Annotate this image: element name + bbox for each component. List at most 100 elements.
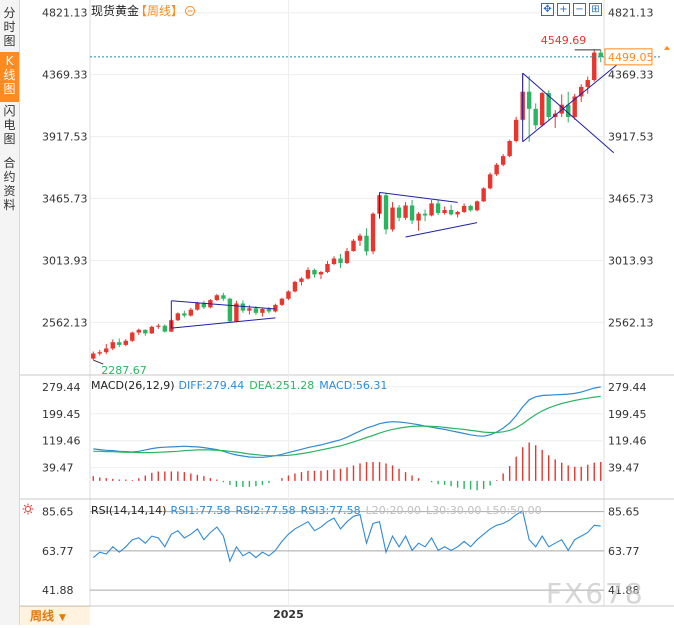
macd-readout-2: MACD:56.31 (319, 379, 387, 392)
candle-body-22 (234, 303, 239, 322)
last-price-tag (604, 48, 653, 66)
candle-body-65 (513, 119, 519, 142)
sun-icon-ray-3 (23, 511, 26, 514)
candlestick-layer (90, 49, 660, 360)
rsi-readout-1: RSI2:77.58 (236, 504, 296, 517)
candle-body-61 (487, 174, 493, 189)
candle-body-27 (266, 308, 272, 312)
candle-body-11 (162, 325, 168, 332)
k-tick-right-0: 4821.13 (608, 7, 654, 20)
candle-body-28 (273, 304, 278, 312)
k-tick-right-3: 3465.73 (608, 193, 654, 206)
candle-body-0 (91, 353, 96, 359)
macd-tick-right-0: 279.44 (608, 381, 647, 394)
candle-body-23 (240, 303, 246, 311)
candle-body-52 (429, 203, 434, 216)
candle-body-30 (286, 291, 291, 299)
candle-body-36 (325, 264, 330, 272)
triangle-down-icon: ▼ (59, 613, 66, 623)
candle-body-21 (227, 298, 233, 322)
k-tick-right-1: 4369.33 (608, 69, 654, 82)
candle-body-48 (403, 205, 408, 218)
k-tick-right-4: 3013.93 (608, 254, 654, 267)
k-tick-left-5: 2562.13 (42, 316, 88, 329)
macd-tick-right-2: 119.46 (608, 435, 647, 448)
candle-body-20 (221, 295, 226, 299)
instrument-title: 现货黄金 (91, 3, 139, 18)
pattern-line-2-0 (522, 72, 615, 154)
k-tick-left-4: 3013.93 (42, 254, 88, 267)
candle-body-16 (195, 302, 200, 310)
sun-icon (25, 506, 31, 512)
candle-body-77 (592, 52, 597, 81)
rsi-readout-2: RSI3:77.58 (301, 504, 361, 517)
candle-body-19 (214, 295, 220, 301)
circle-minus-icon (185, 6, 195, 16)
last-price-label: 4499.05 (608, 51, 654, 64)
macd-line-dea (93, 395, 601, 457)
sidebar-tab-3[interactable]: 闪电图 (3, 104, 16, 146)
candle-body-70 (546, 93, 551, 118)
rsi-tick-right-1: 63.77 (608, 545, 640, 558)
candle-body-56 (455, 211, 460, 215)
pattern-line-0-1 (171, 317, 276, 329)
candle-body-2 (104, 348, 109, 353)
candle-body-69 (539, 93, 545, 126)
candle-body-15 (188, 309, 194, 316)
sidebar-tab-2[interactable]: K线图 (0, 52, 19, 102)
fullscreen-icon[interactable]: ⊞ (589, 3, 602, 16)
candle-body-10 (156, 325, 161, 327)
sidebar-tab-4[interactable]: 合约资料 (3, 156, 16, 212)
candle-body-40 (351, 240, 356, 252)
macd-tick-left-1: 199.45 (42, 408, 81, 421)
macd-tick-left-2: 119.46 (42, 435, 81, 448)
candle-body-50 (416, 213, 421, 221)
rsi-line (92, 510, 601, 563)
candle-body-32 (299, 278, 304, 282)
move-icon[interactable]: ✥ (541, 3, 554, 16)
candle-body-25 (253, 308, 259, 313)
macd-tick-right-3: 39.47 (608, 462, 640, 475)
candle-body-64 (507, 141, 512, 157)
chart-grid (20, 0, 674, 607)
candle-body-24 (247, 308, 252, 311)
candle-body-7 (136, 329, 141, 333)
rsi-readout-5: L50:50.00 (486, 504, 541, 517)
candle-body-47 (396, 207, 402, 218)
candle-body-75 (579, 86, 584, 97)
zoom-in-icon[interactable]: + (557, 3, 570, 16)
sidebar-tab-1[interactable]: 分时图 (3, 6, 16, 48)
macd-title: MACD(26,12,9) (91, 379, 175, 392)
candle-body-53 (435, 203, 441, 214)
candle-body-49 (409, 205, 415, 221)
watermark: FX678 (546, 577, 645, 610)
candle-body-72 (559, 104, 564, 114)
macd-readout-1: DEA:251.28 (249, 379, 314, 392)
macd-layer (92, 386, 602, 491)
candle-body-17 (201, 302, 207, 308)
rsi-tick-right-2: 41.88 (608, 584, 640, 597)
candle-body-55 (448, 210, 454, 215)
candle-body-37 (331, 258, 337, 265)
candle-body-78 (598, 52, 603, 57)
period-select-button[interactable]: 周线 ▼ (20, 606, 90, 625)
rsi-layer (92, 510, 601, 563)
pattern-line-0-0 (171, 300, 276, 310)
period-tag: 【周线】 (135, 4, 183, 18)
label-layer: 4821.13 4369.33 4369.33 3917.53 3917.53 3465.… (22, 3, 670, 621)
sun-icon-ray-5 (23, 504, 26, 507)
pattern-line-1-0 (379, 191, 458, 203)
sun-icon-ray-7 (30, 504, 33, 507)
candle-body-4 (117, 342, 122, 345)
candle-body-33 (305, 269, 311, 279)
candle-body-76 (585, 80, 590, 87)
k-tick-left-1: 4369.33 (42, 69, 88, 82)
rsi-readout-0: RSI1:77.58 (170, 504, 230, 517)
macd-line-diff (93, 386, 601, 458)
rsi-readout-3: L20:20.00 (366, 504, 421, 517)
macd-tick-left-3: 39.47 (42, 462, 74, 475)
zoom-out-icon[interactable]: − (573, 3, 586, 16)
max-label: 4549.69 (541, 34, 587, 47)
pattern-line-2-1 (522, 56, 628, 143)
